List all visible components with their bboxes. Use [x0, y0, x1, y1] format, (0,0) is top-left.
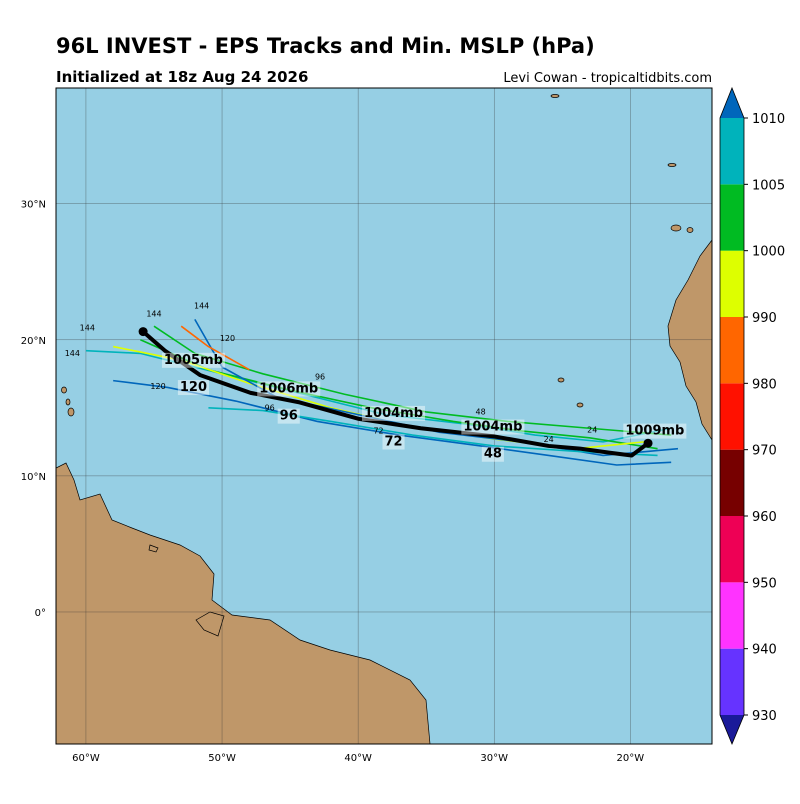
- colorbar-bin: [720, 383, 744, 450]
- member-track: [153, 325, 672, 436]
- colorbar-bin: [720, 184, 744, 251]
- island: [686, 227, 694, 233]
- member-label: 96: [265, 404, 275, 413]
- member-label: 48: [476, 408, 486, 417]
- label-box: [161, 352, 225, 368]
- colorbar-bin: [720, 582, 744, 649]
- island: [670, 224, 682, 232]
- member-track: [85, 349, 672, 443]
- label-box: [461, 419, 525, 435]
- mean-label: 120: [180, 380, 207, 395]
- member-track: [208, 407, 658, 457]
- colorbar-label: 930: [752, 709, 777, 724]
- label-box: [623, 423, 687, 439]
- member-label: 120: [150, 382, 165, 391]
- mean-label: 1004mb: [364, 406, 423, 421]
- member-label: 144: [65, 349, 80, 358]
- colorbar-under: [720, 715, 744, 744]
- south-america: [56, 462, 431, 744]
- mean-label: 48: [484, 447, 502, 462]
- mean-label: 1004mb: [463, 420, 522, 435]
- member-track: [180, 325, 250, 371]
- track-end: [138, 327, 148, 337]
- colorbar-label: 1000: [752, 245, 785, 260]
- colorbar-label: 970: [752, 444, 777, 459]
- colorbar-label: 940: [752, 643, 777, 658]
- y-tick-label: 10°N: [21, 472, 46, 483]
- member-label: 144: [146, 310, 161, 319]
- colorbar-bin: [720, 250, 744, 317]
- label-box: [177, 380, 210, 396]
- island: [65, 398, 71, 406]
- member-label: 72: [373, 427, 383, 436]
- label-box: [382, 434, 405, 450]
- island: [576, 402, 584, 408]
- colorbar-bin: [720, 648, 744, 715]
- mean-label: 1009mb: [625, 424, 684, 439]
- colorbar-label: 1005: [752, 178, 785, 193]
- x-tick-label: 50°W: [208, 753, 236, 764]
- island: [557, 377, 565, 383]
- tracks: 144 144 144 144 120 120 96 96 72 48 24 24 1009mb 1004…: [65, 301, 687, 466]
- colorbar-over: [720, 88, 744, 118]
- member-track: [140, 339, 658, 450]
- track-start: [643, 438, 653, 448]
- y-tick-label: 20°N: [21, 336, 46, 347]
- label-box: [481, 446, 504, 462]
- x-tick-label: 30°W: [480, 753, 508, 764]
- colorbar-bin: [720, 449, 744, 516]
- member-label: 24: [587, 425, 597, 434]
- map-frame: [55, 87, 713, 745]
- member-track: [113, 379, 672, 466]
- member-label: 144: [80, 323, 95, 332]
- x-tick-label: 20°W: [617, 753, 645, 764]
- island: [550, 94, 560, 98]
- island: [148, 544, 159, 553]
- member-label: 24: [544, 435, 554, 444]
- colorbar-bin: [720, 516, 744, 583]
- colorbar-label: 950: [752, 576, 777, 591]
- y-tick-label: 0°: [35, 608, 46, 619]
- mean-track: [141, 330, 650, 458]
- colorbar-bin: [720, 317, 744, 384]
- colorbar-label: 980: [752, 377, 777, 392]
- member-label: 144: [194, 301, 209, 310]
- chart-subtitle: Initialized at 18z Aug 24 2026: [56, 68, 308, 86]
- island: [67, 407, 75, 417]
- island: [195, 611, 225, 637]
- colorbar-label: 1010: [752, 112, 785, 127]
- colorbar-label: 990: [752, 311, 777, 326]
- colorbar-label: 960: [752, 510, 777, 525]
- member-label: 120: [220, 334, 235, 343]
- island: [61, 386, 67, 394]
- chart-title: 96L INVEST - EPS Tracks and Min. MSLP (h…: [56, 34, 595, 58]
- colorbar: 930 940 950 960 970 980 990 1000 1005 1010: [719, 86, 785, 746]
- mean-label: 1006mb: [259, 381, 318, 396]
- label-box: [257, 381, 321, 397]
- mean-label: 96: [280, 409, 298, 424]
- grid: [56, 88, 712, 744]
- member-label: 96: [315, 372, 325, 381]
- x-tick-label: 40°W: [344, 753, 372, 764]
- island: [667, 163, 677, 167]
- colorbar-bin: [720, 118, 744, 185]
- y-tick-label: 30°N: [21, 200, 46, 211]
- mean-label: 1005mb: [164, 353, 223, 368]
- mean-label: 72: [384, 434, 402, 449]
- credit: Levi Cowan - tropicaltidbits.com: [503, 71, 712, 86]
- label-box: [362, 405, 426, 421]
- label-box: [277, 408, 300, 424]
- x-tick-label: 60°W: [72, 753, 100, 764]
